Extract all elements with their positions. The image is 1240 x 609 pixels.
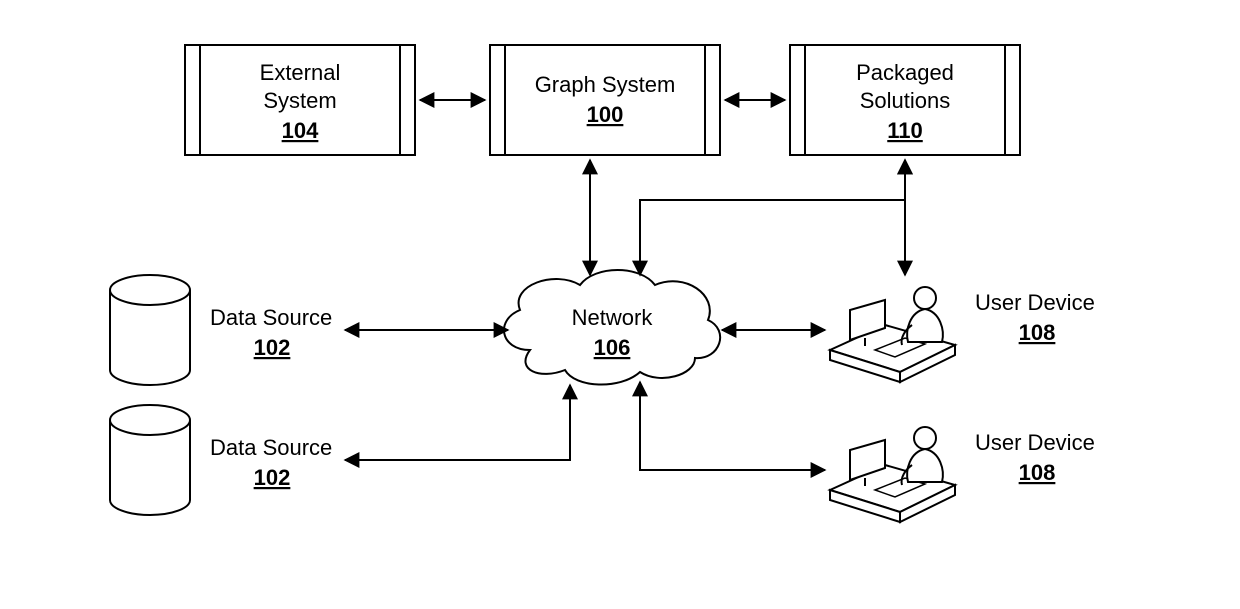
external-system-label: External (260, 60, 341, 85)
data-source-1-label: Data Source (210, 305, 332, 330)
edge-packaged-user1 (640, 160, 905, 275)
user-device-2-label: User Device (975, 430, 1095, 455)
graph-system-label: Graph System (535, 72, 676, 97)
external-system-num: 104 (282, 118, 319, 143)
user-device-2-num: 108 (1019, 460, 1056, 485)
data-source-2-num: 102 (254, 465, 291, 490)
packaged-solutions-num: 110 (887, 118, 923, 143)
network-num: 106 (594, 335, 631, 360)
edge-network-ds2 (345, 385, 570, 460)
network-node: Network 106 (504, 270, 720, 385)
external-system-node: External System 104 (185, 45, 415, 155)
user-device-1-node (830, 287, 955, 382)
edge-network-user2 (640, 382, 825, 470)
data-source-1-num: 102 (254, 335, 291, 360)
data-source-2-label: Data Source (210, 435, 332, 460)
data-source-2-node: Data Source 102 (110, 405, 332, 515)
packaged-solutions-label-2: Solutions (860, 88, 951, 113)
packaged-solutions-label: Packaged (856, 60, 954, 85)
graph-system-num: 100 (587, 102, 624, 127)
packaged-solutions-node: Packaged Solutions 110 (790, 45, 1020, 155)
system-diagram: External System 104 Graph System 100 Pac… (0, 0, 1240, 609)
data-source-1-node: Data Source 102 (110, 275, 332, 385)
user-device-1-num: 108 (1019, 320, 1056, 345)
external-system-label-2: System (263, 88, 336, 113)
network-label: Network (572, 305, 654, 330)
graph-system-node: Graph System 100 (490, 45, 720, 155)
user-device-2-node (830, 427, 955, 522)
user-device-1-label: User Device (975, 290, 1095, 315)
